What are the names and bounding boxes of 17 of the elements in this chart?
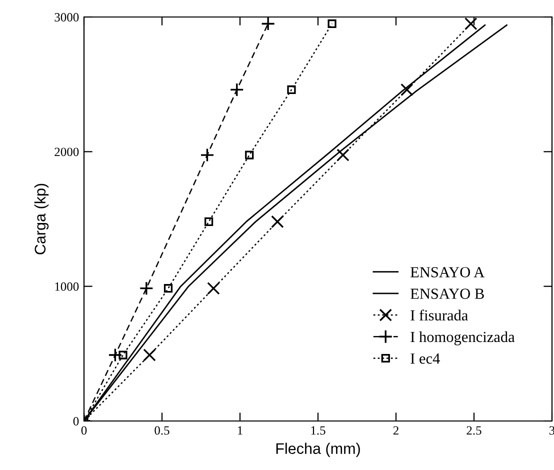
legend-label: I fisurada: [410, 310, 468, 321]
legend-label: I ec4: [410, 354, 440, 364]
x-tick-label: 1: [238, 426, 242, 435]
x-tick-label: 0.5: [154, 426, 170, 435]
x-tick-label: 0: [81, 426, 87, 435]
legend-label: ENSAYO B: [410, 288, 484, 299]
y-tick-label: 3000: [54, 13, 79, 22]
x-tick-label: 2: [393, 426, 398, 435]
legend-label: ENSAYO A: [410, 267, 485, 278]
y-tick-label: 1000: [55, 282, 79, 291]
y-tick-label: 2000: [54, 148, 79, 156]
y-tick-label: 0: [73, 417, 79, 426]
x-axis-title: Flecha (mm): [276, 442, 360, 457]
legend-label: I homogencizada: [410, 331, 515, 346]
x-tick-label: 1.5: [311, 426, 326, 435]
y-axis-title: Carga (kp): [34, 184, 49, 254]
x-tick-label: 2.5: [466, 426, 482, 435]
